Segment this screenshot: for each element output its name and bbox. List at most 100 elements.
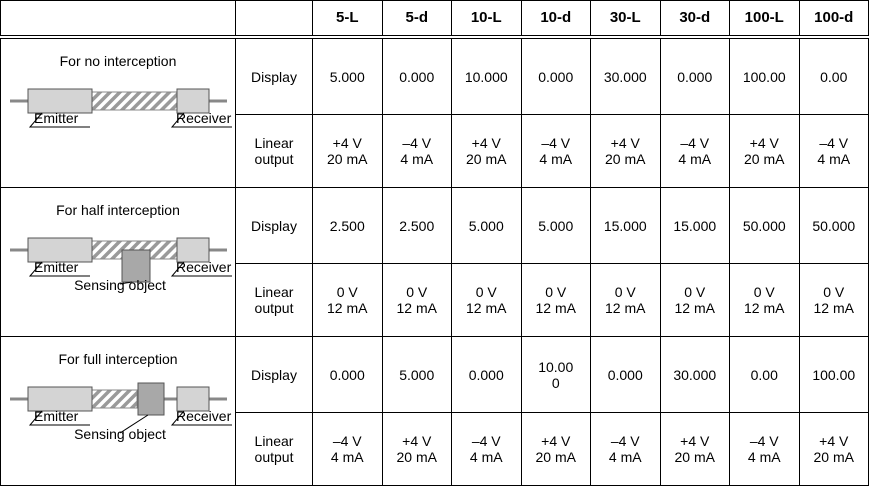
- cell-line: Linear: [254, 284, 294, 300]
- receiver: [176, 237, 209, 263]
- row-label: Display: [235, 336, 313, 413]
- cell-line: +4 V: [471, 135, 501, 151]
- cell-line: 12 mA: [674, 300, 715, 316]
- cell-line: 0.000: [329, 366, 365, 383]
- cell-line: +4 V: [541, 433, 571, 449]
- cell-line: 0.00: [750, 366, 778, 383]
- label: Receiver: [176, 408, 232, 424]
- value-cell: +4 V 20 mA: [451, 114, 522, 188]
- cell-line: 5.000: [399, 366, 435, 383]
- diagram-cell: For half interception Emitter Receiver Sens…: [0, 187, 236, 337]
- cell-line: 15.000: [603, 217, 647, 234]
- row-label: Display: [235, 187, 313, 264]
- cell-line: 20 mA: [535, 449, 576, 465]
- label: Emitter: [34, 259, 79, 275]
- value-cell: +4 V 20 mA: [798, 412, 869, 486]
- cell-line: 20 mA: [396, 449, 437, 465]
- emitter: [27, 386, 92, 412]
- value-cell: 50.000: [798, 187, 869, 264]
- value-cell: 50.000: [729, 187, 800, 264]
- value-cell: 30.000: [590, 36, 661, 115]
- blank-header: [235, 0, 313, 39]
- table-row: For full interception Emitter Receiver Sens…: [0, 336, 869, 486]
- cell-line: 20 mA: [327, 151, 368, 167]
- section-title: For full interception: [58, 351, 178, 367]
- column-header: 10-d: [520, 0, 591, 39]
- diagram-cell: For no interception Emitter Receiver: [0, 36, 236, 188]
- value-cell: 5.000: [381, 336, 452, 413]
- cell-line: +4 V: [749, 135, 779, 151]
- cell-line: –4 V: [471, 433, 501, 449]
- emitter: [27, 88, 92, 114]
- leader: [28, 112, 90, 128]
- value-cell: 0.000: [312, 336, 383, 413]
- cell-line: 5.000: [329, 68, 365, 85]
- cell-line: 2.500: [399, 217, 435, 234]
- cell-line: –4 V: [749, 433, 779, 449]
- beam: [91, 389, 137, 409]
- value-cell: 15.000: [659, 187, 730, 264]
- value-cell: +4 V 20 mA: [659, 412, 730, 486]
- leader: [28, 410, 90, 426]
- cell-line: 0 V: [545, 284, 567, 300]
- cell-line: 30.000: [603, 68, 647, 85]
- label: Receiver: [176, 259, 232, 275]
- cell-line: Display: [251, 217, 297, 234]
- cell-line: 20 mA: [466, 151, 507, 167]
- value-cell: 0 V 12 mA: [312, 263, 383, 337]
- value-cell: 30.000: [659, 336, 730, 413]
- value-cell: 0 V 12 mA: [590, 263, 661, 337]
- cell-line: +4 V: [680, 433, 710, 449]
- sensing-object: [121, 249, 150, 283]
- receiver: [176, 386, 209, 412]
- beam: [91, 91, 177, 111]
- cell-line: 30.000: [673, 366, 717, 383]
- column-header: 5-d: [381, 0, 452, 39]
- diagram: Emitter Receiver Sensing object: [9, 382, 232, 442]
- cell-line: 5.000: [538, 217, 574, 234]
- cell-line: 4 mA: [608, 449, 642, 465]
- cell-line: 0: [551, 374, 560, 391]
- leader: [170, 112, 232, 128]
- cell-line: –4 V: [610, 433, 640, 449]
- value-cell: 100.00: [798, 336, 869, 413]
- cell-line: 0.000: [677, 68, 713, 85]
- blank-header: [0, 0, 236, 39]
- row-label: Linear output: [235, 263, 313, 337]
- value-cell: 5.000: [312, 36, 383, 115]
- value-cell: 0 V 12 mA: [659, 263, 730, 337]
- cell-line: –4 V: [819, 135, 849, 151]
- diagram-cell: For full interception Emitter Receiver Sens…: [0, 336, 236, 486]
- cell-line: output: [254, 151, 294, 167]
- value-cell: 0.000: [451, 336, 522, 413]
- cell-line: 4 mA: [330, 449, 364, 465]
- cell-line: 4 mA: [747, 449, 781, 465]
- cell-line: 0 V: [614, 284, 636, 300]
- cell-line: Display: [251, 68, 297, 85]
- cell-line: 0 V: [753, 284, 775, 300]
- cell-line: 50.000: [812, 217, 856, 234]
- cell-line: 0.000: [399, 68, 435, 85]
- cell-line: 0.000: [468, 366, 504, 383]
- label: Sensing object: [74, 426, 166, 442]
- cell-line: 4 mA: [400, 151, 434, 167]
- section-title: For half interception: [56, 202, 180, 218]
- cell-line: 12 mA: [327, 300, 368, 316]
- column-header: 100-d: [798, 0, 869, 39]
- value-cell: 5.000: [451, 187, 522, 264]
- value-cell: +4 V 20 mA: [729, 114, 800, 188]
- label: Emitter: [34, 408, 79, 424]
- leader: [28, 261, 90, 277]
- cell-line: 20 mA: [813, 449, 854, 465]
- value-cell: 0.000: [590, 336, 661, 413]
- cell-line: +4 V: [402, 433, 432, 449]
- column-header: 30-L: [590, 0, 661, 39]
- value-cell: 2.500: [381, 187, 452, 264]
- column-header: 5-L: [312, 0, 383, 39]
